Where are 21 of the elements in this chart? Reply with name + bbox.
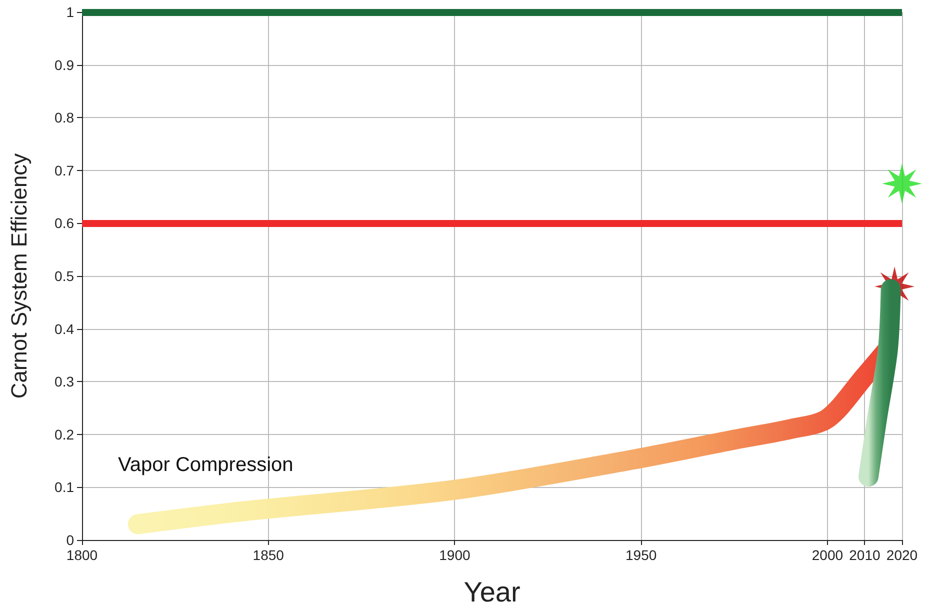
x-axis-title: Year	[464, 576, 520, 608]
x-tick-label: 1850	[252, 547, 284, 563]
y-tick-label: 0.3	[54, 374, 74, 390]
y-tick-label: 0.7	[54, 162, 74, 178]
y-tick-label: 0.5	[54, 268, 74, 284]
y-tick-label: 0.2	[54, 426, 74, 442]
y-tick-label: 0.8	[54, 110, 74, 126]
y-axis-title: Carnot System Efficiency	[6, 153, 32, 399]
x-tick-label: 1900	[439, 547, 471, 563]
x-tick-label: 2000	[812, 547, 844, 563]
x-tick-label: 2010	[849, 547, 881, 563]
annotation: Vapor Compression	[118, 454, 294, 476]
y-tick-label: 0.9	[54, 56, 74, 73]
y-tick-label: 0	[66, 532, 74, 548]
y-tick-label: 0.4	[54, 320, 74, 337]
y-tick-label: 0.6	[54, 215, 74, 232]
x-tick-label: 1950	[626, 547, 657, 563]
y-tick-label: 0.1	[54, 479, 74, 496]
y-tick-label: 1	[66, 4, 74, 20]
x-tick-label: 2020	[886, 547, 918, 563]
x-tick-label: 1800	[66, 547, 98, 563]
